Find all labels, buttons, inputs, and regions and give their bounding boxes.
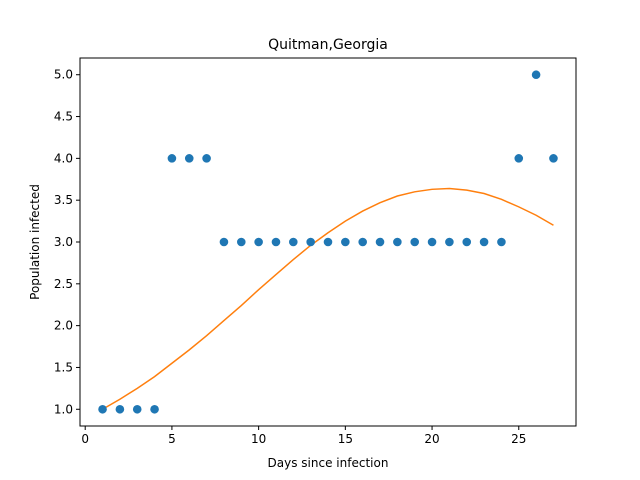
data-point	[479, 237, 489, 247]
data-point	[393, 237, 402, 247]
data-point	[549, 154, 558, 163]
data-point	[167, 154, 177, 163]
data-point	[531, 70, 541, 80]
data-point	[271, 237, 281, 247]
data-point	[514, 154, 524, 163]
data-point	[150, 404, 159, 414]
fit-line	[102, 187, 554, 410]
data-point	[306, 237, 315, 247]
data-point	[375, 237, 385, 247]
data-point	[445, 237, 454, 247]
data-point	[427, 237, 437, 247]
data-point	[184, 154, 194, 163]
chart-title: Quitman,Georgia	[268, 37, 388, 53]
data-point	[236, 237, 246, 247]
data-point	[202, 154, 211, 163]
y-tick-label: 3.5	[54, 193, 73, 207]
x-axis-label: Days since infection	[268, 456, 389, 470]
x-tick-label: 0	[81, 432, 89, 446]
data-point	[358, 237, 367, 247]
y-axis-label: Population infected	[28, 184, 42, 300]
data-point	[410, 237, 420, 247]
data-point	[98, 404, 107, 414]
x-tick-label: 20	[424, 432, 439, 446]
x-tick-label: 10	[251, 432, 266, 446]
y-tick-label: 5.0	[54, 68, 73, 82]
x-tick-label: 5	[168, 432, 176, 446]
y-tick-label: 2.5	[54, 277, 73, 291]
x-tick-label: 25	[511, 432, 526, 446]
y-tick-label: 4.5	[54, 110, 73, 124]
data-point	[289, 237, 298, 247]
y-tick-label: 1.0	[54, 402, 73, 416]
y-tick-label: 1.5	[54, 360, 73, 374]
x-tick-label: 15	[338, 432, 353, 446]
y-tick-label: 2.0	[54, 319, 73, 333]
data-point	[341, 237, 350, 247]
data-point	[254, 237, 263, 247]
data-point	[497, 237, 506, 247]
data-point	[132, 404, 142, 414]
data-point	[323, 237, 333, 247]
y-tick-label: 4.0	[54, 151, 73, 165]
y-tick-label: 3.0	[54, 235, 73, 249]
plot-area: 0 5 10 15 20 25 1.0 1.5 2.0 2.5 3.0 3.5 4.0 4.5 5.0	[54, 57, 577, 446]
data-point	[115, 404, 125, 414]
data-point	[219, 237, 229, 247]
data-point	[462, 237, 472, 247]
